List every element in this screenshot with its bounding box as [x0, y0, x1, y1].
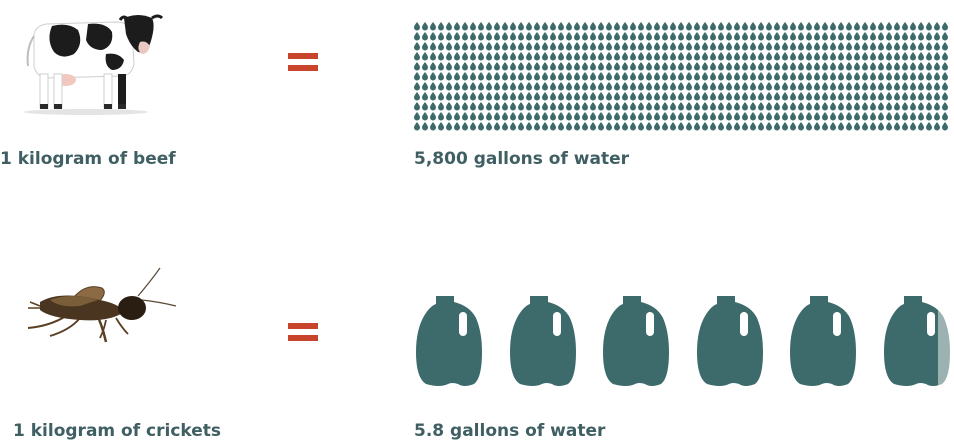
beef-water-label: 5,800 gallons of water — [414, 149, 630, 169]
crickets-label: 1 kilogram of crickets — [13, 421, 222, 441]
water-drops-grid — [414, 22, 949, 131]
jug-icon — [790, 296, 856, 386]
jug-icon — [696, 296, 763, 386]
equals-sign — [288, 323, 318, 347]
cricket-icon — [27, 267, 177, 343]
jug-icon — [509, 296, 576, 386]
beef-label: 1 kilogram of beef — [0, 149, 176, 169]
crickets-water-label: 5.8 gallons of water — [414, 421, 606, 441]
equals-sign — [288, 53, 318, 77]
jug-icon — [603, 296, 669, 386]
jug-icon — [416, 296, 482, 386]
cow-icon — [24, 14, 164, 115]
jug-icon — [883, 296, 950, 386]
